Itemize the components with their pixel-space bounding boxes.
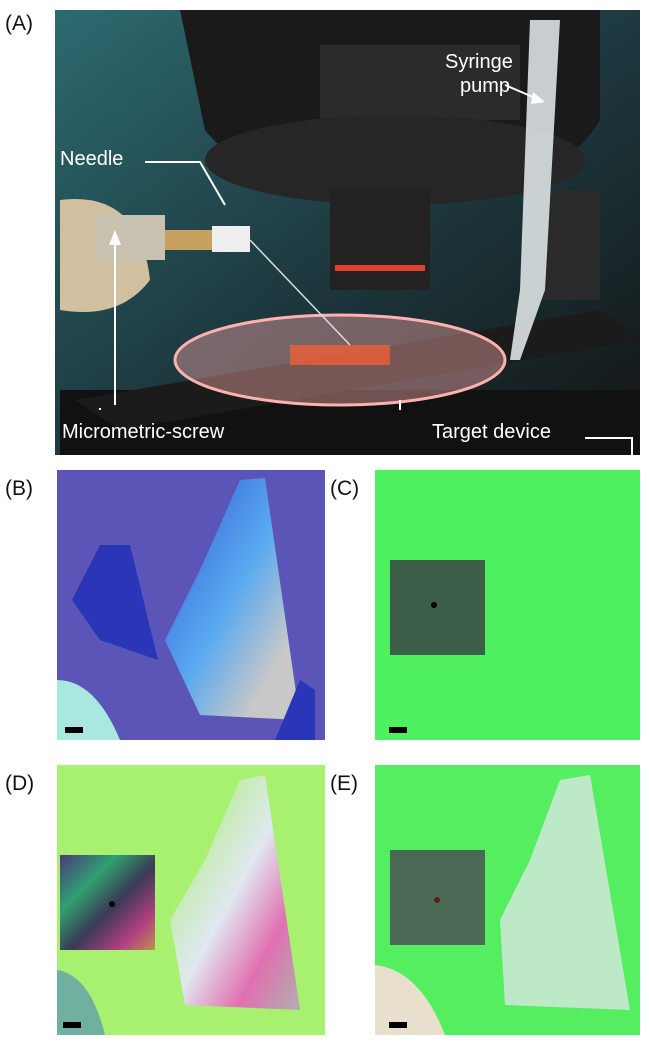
panel-label: (A) (5, 12, 33, 35)
annotation: Micrometric-screw (62, 421, 225, 443)
annotation: Syringe (445, 51, 513, 73)
annotation: Target device (432, 421, 551, 443)
panel-label: (E) (330, 772, 358, 795)
annotation: Needle (60, 148, 123, 170)
panel-a-photo (55, 10, 640, 455)
panel-c-image (375, 470, 640, 740)
annotation: pump (460, 75, 510, 97)
panel-e-image (375, 765, 640, 1035)
panel-label: (C) (330, 477, 359, 500)
panel-label: (B) (5, 477, 33, 500)
panel-b-image (57, 470, 325, 740)
panel-d-image (57, 765, 325, 1035)
panel-label: (D) (5, 772, 34, 795)
